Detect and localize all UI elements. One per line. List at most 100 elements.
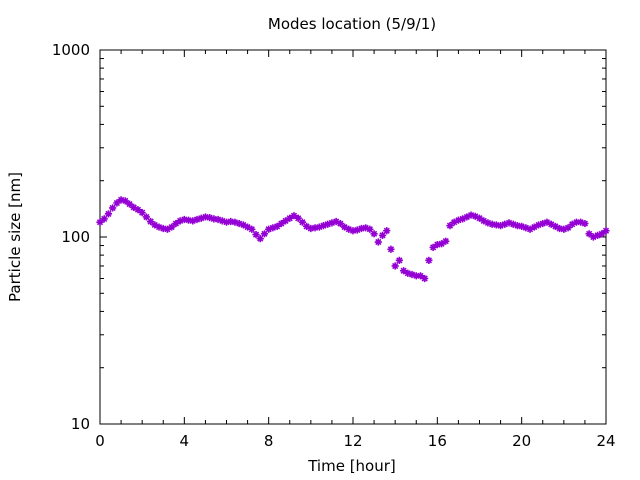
- data-point: [248, 225, 256, 233]
- data-point: [484, 219, 492, 227]
- data-point: [340, 223, 349, 231]
- data-point: [383, 227, 391, 235]
- data-point: [602, 227, 610, 235]
- data-point: [100, 215, 108, 223]
- data-point: [147, 217, 155, 226]
- data-point: [307, 224, 315, 233]
- y-tick-label: 100: [61, 228, 90, 246]
- data-point: [176, 217, 184, 225]
- data-point: [534, 221, 543, 229]
- data-point: [593, 231, 602, 239]
- data-point: [526, 225, 534, 233]
- data-point: [206, 213, 214, 222]
- data-point: [349, 227, 357, 235]
- data-point: [433, 241, 441, 249]
- data-point: [505, 219, 513, 227]
- data-point: [239, 221, 247, 229]
- data-point: [442, 237, 450, 245]
- x-tick-label: 0: [95, 432, 105, 450]
- data-point: [551, 222, 559, 230]
- x-tick-label: 16: [428, 432, 447, 450]
- y-tick-label: 10: [71, 415, 90, 433]
- data-point: [197, 214, 205, 222]
- data-point: [391, 262, 399, 270]
- data-point: [572, 218, 581, 226]
- data-point: [222, 218, 231, 226]
- data-point: [496, 222, 505, 230]
- data-point: [345, 225, 353, 233]
- data-point: [378, 231, 387, 239]
- data-point: [404, 269, 412, 277]
- data-point: [235, 219, 243, 228]
- data-point: [298, 218, 306, 226]
- data-point: [387, 245, 395, 253]
- data-point: [265, 225, 273, 233]
- data-point: [303, 222, 311, 230]
- data-point: [121, 197, 129, 205]
- data-point: [281, 217, 290, 225]
- data-point: [501, 220, 509, 228]
- data-point: [324, 220, 332, 228]
- data-point: [130, 203, 138, 211]
- data-point: [598, 230, 606, 238]
- data-point: [560, 225, 568, 233]
- data-point: [454, 216, 463, 224]
- data-point: [155, 223, 163, 231]
- data-point: [480, 217, 488, 225]
- plot-frame: [99, 49, 607, 425]
- data-point: [109, 204, 117, 212]
- data-point: [509, 220, 517, 228]
- data-point: [488, 220, 496, 228]
- data-point: [315, 223, 323, 231]
- data-point: [172, 219, 180, 228]
- data-point: [408, 270, 416, 279]
- data-point: [269, 224, 277, 232]
- y-axis-label: Particle size [nm]: [6, 172, 24, 302]
- data-point: [273, 222, 281, 230]
- data-point: [543, 218, 551, 226]
- data-point: [290, 212, 298, 220]
- data-point: [180, 215, 188, 224]
- data-point: [319, 222, 328, 230]
- x-tick-label: 4: [180, 432, 190, 450]
- data-point: [463, 213, 471, 221]
- data-point: [336, 219, 344, 228]
- data-point: [589, 233, 597, 241]
- data-point: [252, 231, 260, 239]
- data-point: [366, 225, 374, 233]
- data-point: [421, 274, 429, 283]
- data-point: [374, 238, 382, 246]
- data-point: [96, 218, 104, 226]
- x-axis-label: Time [hour]: [307, 457, 396, 475]
- data-point: [459, 215, 467, 223]
- data-point: [471, 212, 479, 220]
- data-point: [138, 209, 146, 217]
- data-point: [168, 223, 176, 231]
- data-point: [142, 213, 150, 221]
- data-point: [286, 214, 294, 222]
- data-point: [210, 215, 218, 223]
- data-point: [218, 217, 226, 225]
- chart-title: Modes location (5/9/1): [268, 15, 436, 33]
- data-point: [429, 243, 437, 251]
- data-point: [113, 199, 121, 207]
- data-point: [214, 215, 222, 224]
- data-point: [231, 218, 239, 226]
- x-tick-label: 12: [343, 432, 362, 450]
- data-point: [585, 230, 593, 238]
- data-point: [539, 219, 547, 228]
- data-point: [125, 200, 134, 208]
- data-point: [522, 224, 530, 232]
- data-point: [189, 217, 197, 225]
- data-point: [328, 219, 336, 227]
- data-point: [416, 272, 425, 280]
- x-tick-label: 24: [596, 432, 615, 450]
- data-point: [513, 222, 522, 230]
- data-point: [425, 256, 433, 264]
- data-point: [353, 226, 361, 234]
- data-point: [193, 215, 201, 224]
- data-point: [104, 210, 113, 218]
- data-point: [151, 221, 159, 229]
- data-point: [581, 219, 589, 228]
